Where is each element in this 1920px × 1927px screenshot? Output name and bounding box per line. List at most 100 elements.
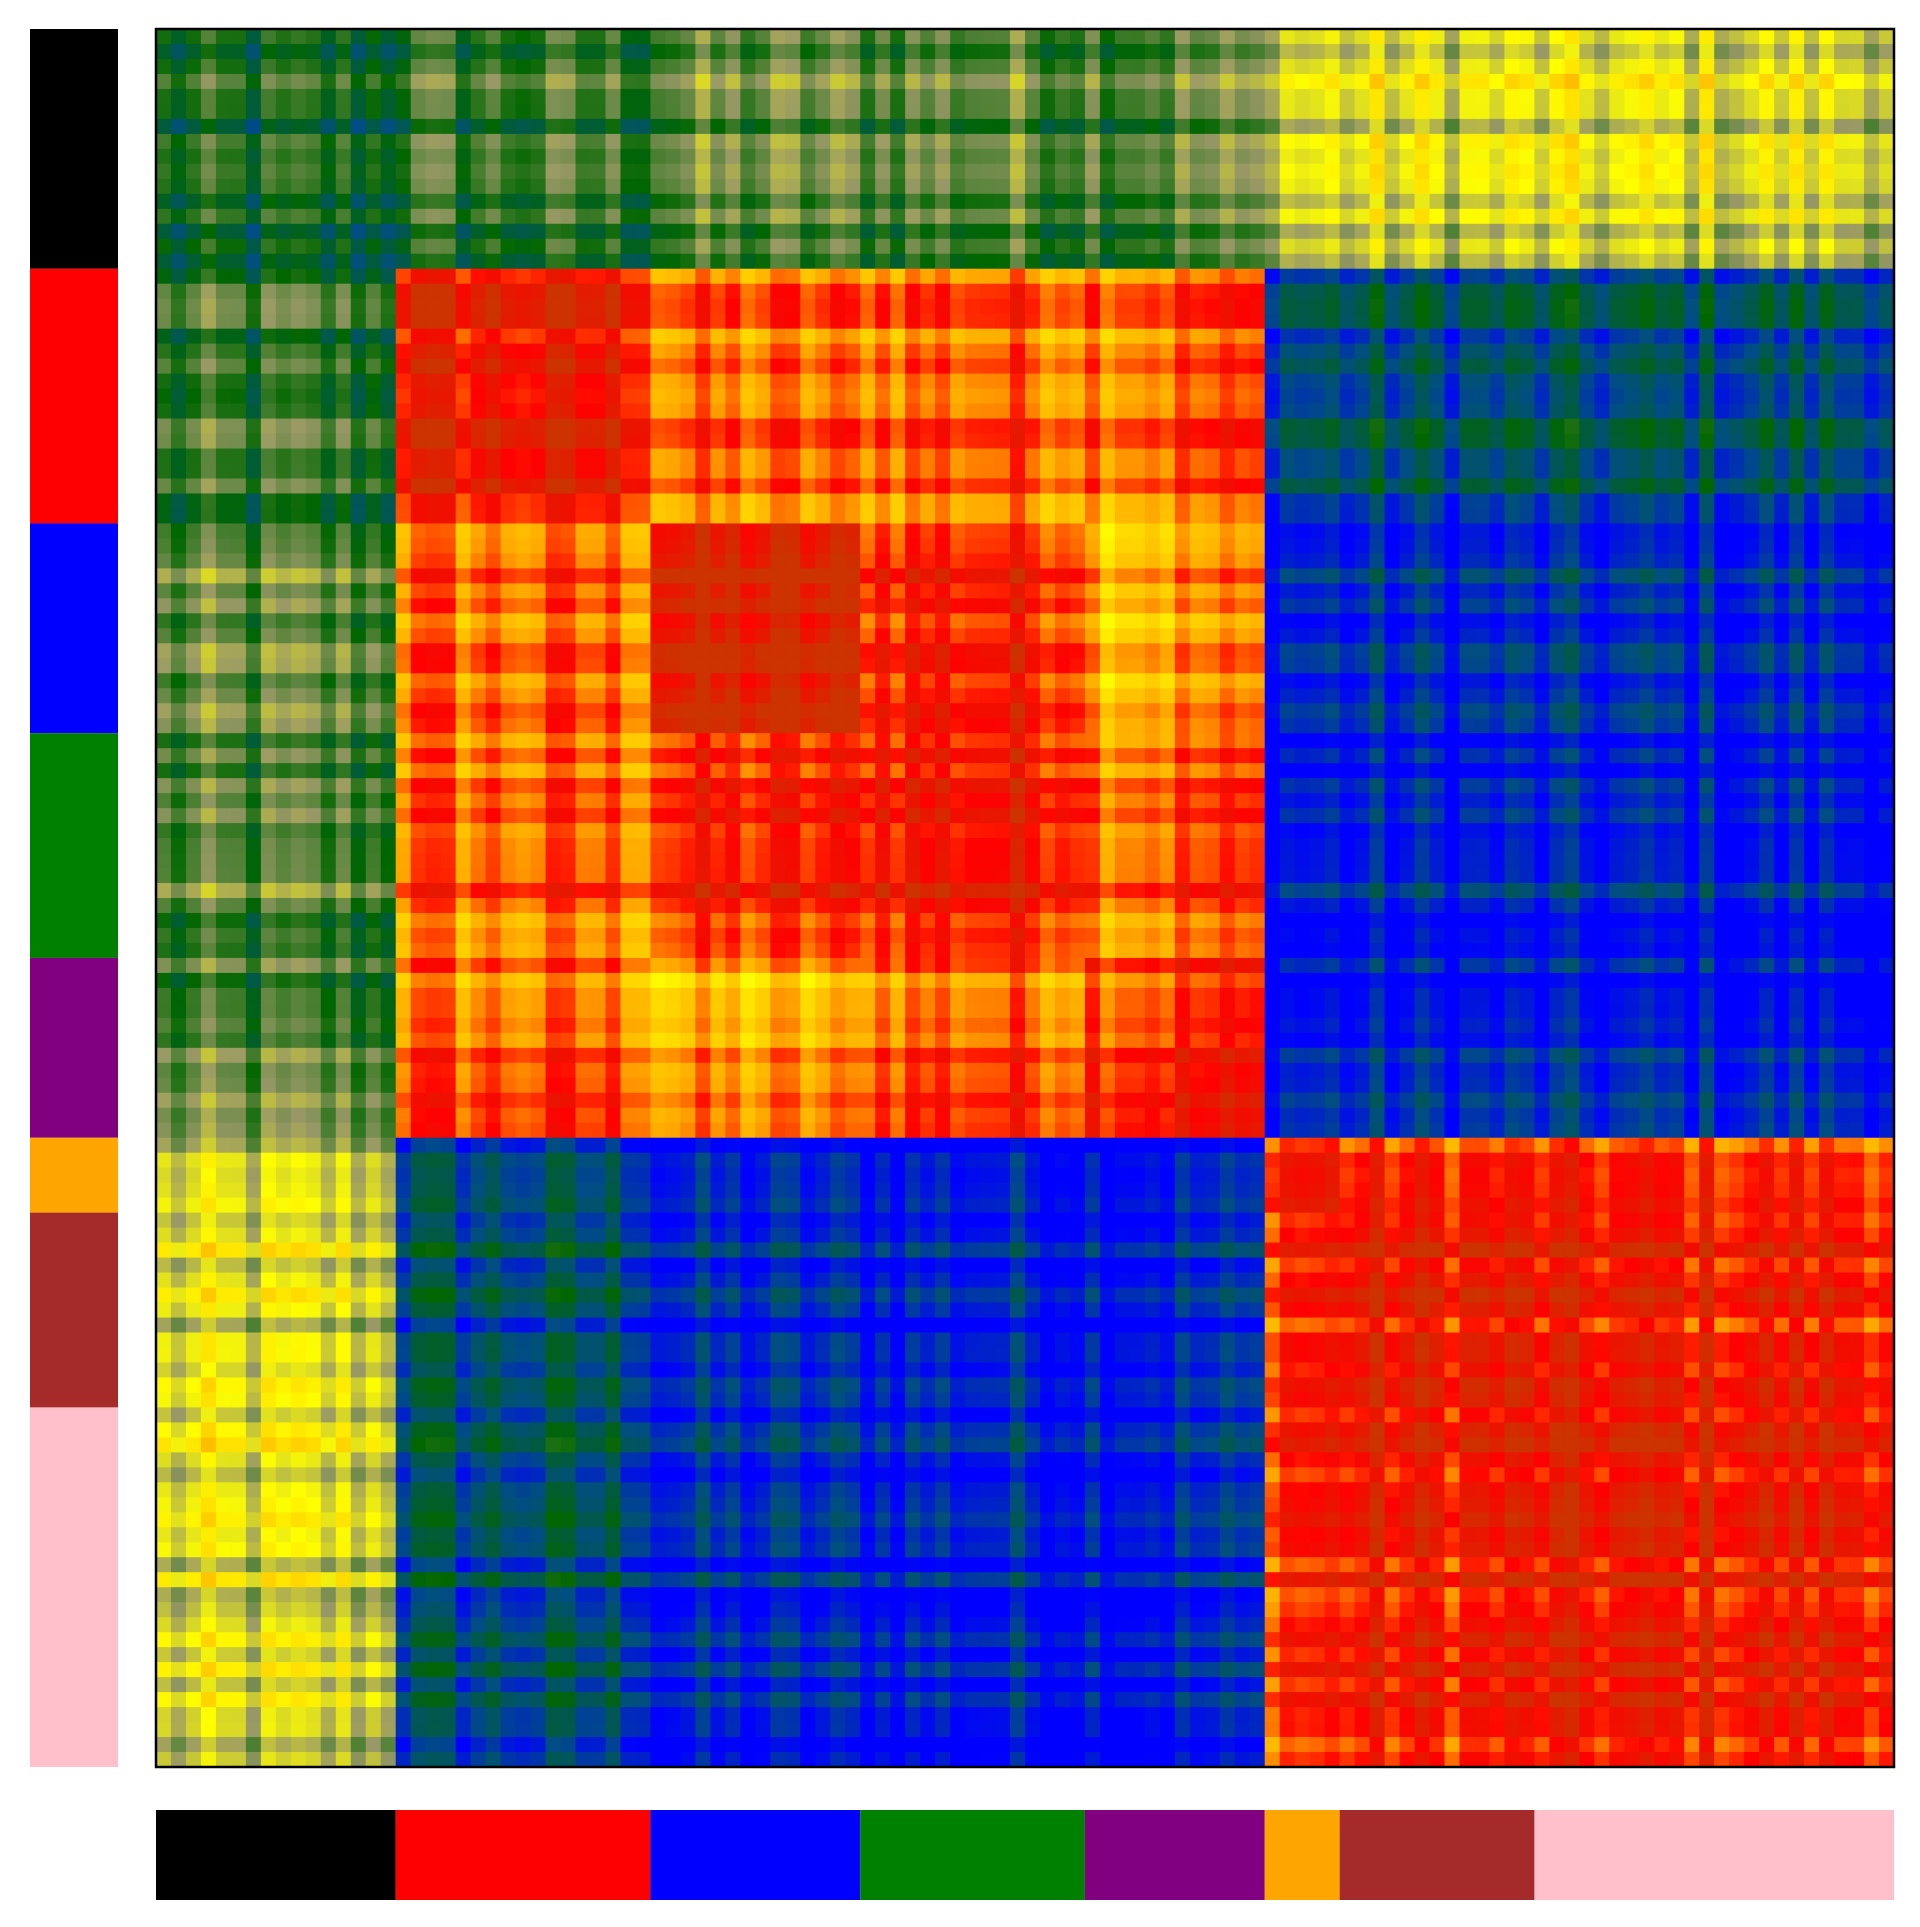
heatmap-cell <box>620 268 637 285</box>
heatmap-cell <box>485 598 502 614</box>
heatmap-cell <box>1489 388 1506 405</box>
heatmap-cell <box>770 58 786 75</box>
heatmap-cell <box>935 163 951 180</box>
heatmap-cell <box>1609 73 1625 90</box>
heatmap-cell <box>620 583 637 599</box>
heatmap-cell <box>860 193 876 210</box>
heatmap-cell <box>1114 388 1131 405</box>
heatmap-cell <box>1369 298 1386 315</box>
heatmap-cell <box>1144 508 1161 525</box>
heatmap-cell <box>1264 88 1281 105</box>
heatmap-cell <box>1099 148 1116 165</box>
heatmap-cell <box>785 118 801 135</box>
heatmap-cell <box>875 553 891 569</box>
heatmap-cell <box>1729 523 1745 540</box>
heatmap-cell <box>200 88 217 105</box>
heatmap-cell <box>1189 238 1206 255</box>
heatmap-cell <box>560 358 577 375</box>
heatmap-cell <box>890 133 906 150</box>
heatmap-cell <box>1414 193 1431 210</box>
heatmap-cell <box>1324 658 1341 674</box>
heatmap-cell <box>725 598 741 614</box>
heatmap-cell <box>1189 373 1206 390</box>
heatmap-cell <box>185 88 202 105</box>
heatmap-cell <box>965 223 981 240</box>
heatmap-cell <box>1099 613 1116 629</box>
heatmap-cell <box>1804 58 1820 75</box>
heatmap-cell <box>1294 43 1311 60</box>
heatmap-cell <box>770 523 786 540</box>
heatmap-cell <box>185 73 202 90</box>
heatmap-cell <box>245 193 262 210</box>
heatmap-cell <box>335 613 352 629</box>
heatmap-cell <box>1159 223 1176 240</box>
heatmap-cell <box>1819 298 1835 315</box>
heatmap-cell <box>320 29 337 45</box>
heatmap-cell <box>770 463 786 480</box>
heatmap-cell <box>635 493 652 510</box>
heatmap-cell <box>890 583 906 599</box>
heatmap-cell <box>635 148 652 165</box>
heatmap-cell <box>1354 658 1371 674</box>
heatmap-cell <box>590 283 607 300</box>
heatmap-cell <box>905 133 921 150</box>
heatmap-cell <box>890 118 906 135</box>
heatmap-cell <box>635 253 652 270</box>
heatmap-cell <box>1879 478 1895 495</box>
heatmap-cell <box>1639 328 1655 345</box>
heatmap-cell <box>410 373 427 390</box>
heatmap-cell <box>695 463 711 480</box>
heatmap-cell <box>800 418 816 435</box>
heatmap-cell <box>1594 613 1610 629</box>
heatmap-cell <box>1834 433 1850 450</box>
heatmap-cell <box>965 88 981 105</box>
heatmap-cell <box>260 403 277 420</box>
row-group-block <box>30 523 118 734</box>
heatmap-cell <box>1234 358 1251 375</box>
heatmap-cell <box>395 643 412 659</box>
heatmap-cell <box>1609 628 1625 644</box>
heatmap-cell <box>1189 388 1206 405</box>
heatmap-cell <box>335 88 352 105</box>
heatmap-cell <box>800 433 816 450</box>
heatmap-cell <box>575 508 592 525</box>
heatmap-cell <box>1114 193 1131 210</box>
heatmap-cell <box>185 628 202 644</box>
heatmap-cell <box>1294 58 1311 75</box>
heatmap-cell <box>335 283 352 300</box>
heatmap-cell <box>170 538 187 554</box>
heatmap-cell <box>305 118 322 135</box>
heatmap-cell <box>1144 29 1161 45</box>
heatmap-cell <box>1339 103 1356 120</box>
heatmap-cell <box>1819 328 1835 345</box>
heatmap-cell <box>1204 553 1221 569</box>
heatmap-cell <box>1010 613 1026 629</box>
heatmap-cell <box>1849 643 1865 659</box>
heatmap-cell <box>1444 253 1461 270</box>
heatmap-cell <box>455 178 472 195</box>
heatmap-cell <box>740 148 756 165</box>
heatmap-cell <box>290 478 307 495</box>
heatmap-cell <box>245 343 262 360</box>
heatmap-cell <box>680 553 696 569</box>
heatmap-cell <box>440 208 457 225</box>
heatmap-cell <box>1684 613 1700 629</box>
heatmap-cell <box>1684 628 1700 644</box>
heatmap-cell <box>530 313 547 330</box>
heatmap-cell <box>230 403 247 420</box>
heatmap-cell <box>545 103 562 120</box>
heatmap-cell <box>710 208 726 225</box>
heatmap-cell <box>830 583 846 599</box>
heatmap-cell <box>1444 133 1461 150</box>
heatmap-cell <box>1039 433 1056 450</box>
heatmap-cell <box>1144 103 1161 120</box>
heatmap-cell <box>875 298 891 315</box>
heatmap-cell <box>425 208 442 225</box>
heatmap-cell <box>680 193 696 210</box>
heatmap-cell <box>1489 628 1506 644</box>
heatmap-cell <box>1654 268 1670 285</box>
heatmap-cell <box>785 658 801 674</box>
heatmap-cell <box>560 133 577 150</box>
heatmap-cell <box>1594 598 1610 614</box>
heatmap-cell <box>995 253 1011 270</box>
